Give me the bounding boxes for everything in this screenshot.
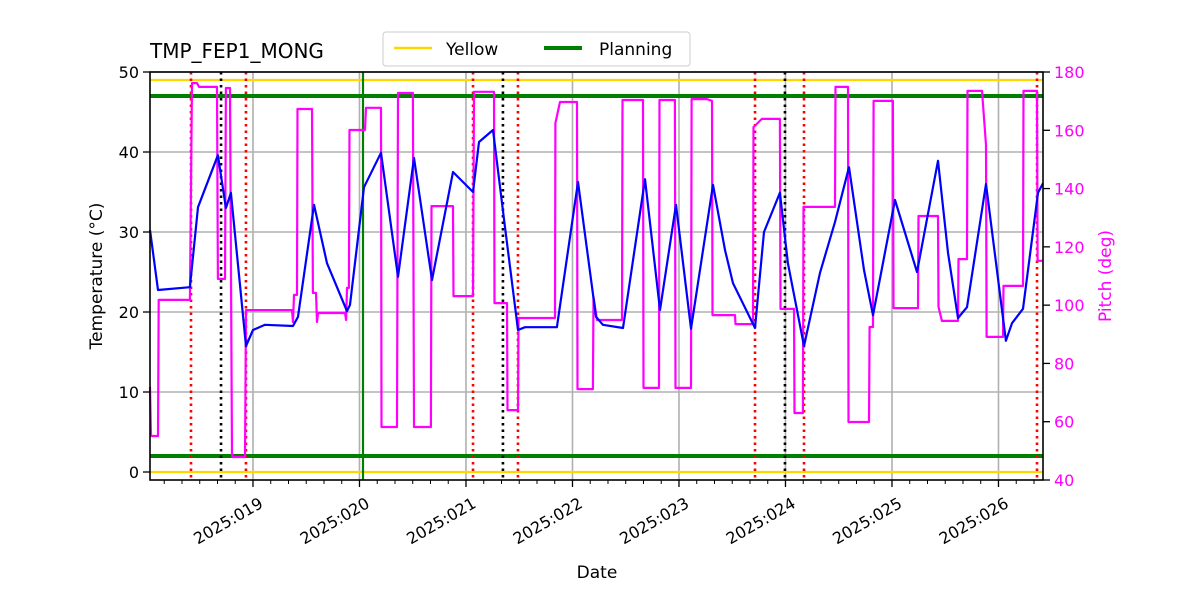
limit-lines	[150, 78, 1043, 474]
y-tick-label: 40	[119, 143, 139, 162]
y-axis-label: Temperature (°C)	[87, 203, 107, 351]
legend-box	[382, 31, 691, 67]
y-tick-label: 0	[129, 463, 139, 482]
legend-label-planning: Planning	[599, 40, 672, 60]
legend: Yellow Planning	[382, 31, 691, 67]
y2-tick-label: 180	[1054, 63, 1085, 82]
legend-label-yellow: Yellow	[445, 40, 498, 60]
y2-tick-label: 100	[1054, 296, 1085, 315]
temperature-line	[148, 128, 1044, 348]
y2-tick-label: 160	[1054, 121, 1085, 140]
y-tick-label: 50	[119, 63, 139, 82]
chart-title: TMP_FEP1_MONG	[149, 39, 324, 63]
plot-frame	[149, 71, 1044, 481]
y2-tick-label: 120	[1054, 238, 1085, 257]
y-tick-label: 30	[119, 223, 139, 242]
series	[148, 81, 1044, 459]
x-axis-label: Date	[577, 563, 618, 583]
y-tick-label: 20	[119, 303, 139, 322]
y2-tick-label: 40	[1054, 471, 1074, 490]
y2-axis-label: Pitch (deg)	[1096, 230, 1116, 322]
pitch-line	[148, 81, 1043, 459]
y2-tick-label: 140	[1054, 180, 1085, 199]
y2-tick-label: 80	[1054, 354, 1074, 373]
y-tick-label: 10	[119, 383, 139, 402]
y2-tick-label: 60	[1054, 413, 1074, 432]
